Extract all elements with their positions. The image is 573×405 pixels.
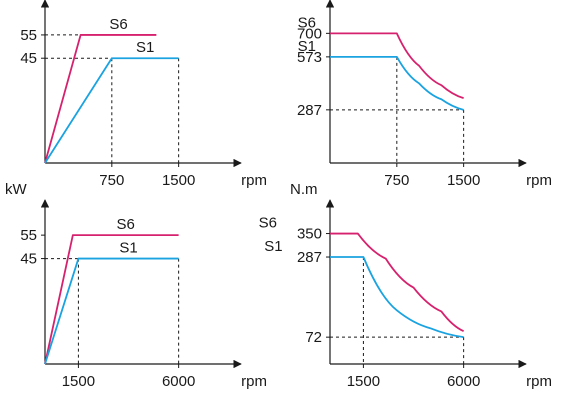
y-tick-label: 350 <box>297 226 322 243</box>
y-tick-label: 700 <box>297 25 322 42</box>
x-axis-label: rpm <box>526 373 552 390</box>
series-label-s6: S6 <box>298 14 316 31</box>
series-line-s1 <box>44 257 179 365</box>
y-tick-label: 45 <box>20 50 37 67</box>
series-label-s6: S6 <box>109 16 127 33</box>
series-label-s1: S1 <box>298 38 316 55</box>
series-line-s1 <box>44 57 179 164</box>
series-line-s6 <box>330 32 464 100</box>
series-label-s6: S6 <box>259 215 277 232</box>
series-label-s1: S1 <box>264 238 282 255</box>
series-line-s1 <box>330 256 464 339</box>
y-tick-label: 287 <box>297 249 322 266</box>
series-line-s6 <box>330 232 465 333</box>
y-tick-label: 55 <box>20 227 37 244</box>
y-tick-label: 45 <box>20 251 37 268</box>
x-tick-label: 750 <box>99 172 124 189</box>
x-tick-label: 1500 <box>347 373 380 390</box>
series-label-s6: S6 <box>117 216 135 233</box>
x-tick-label: 1500 <box>62 373 95 390</box>
x-axis-label: rpm <box>526 172 552 189</box>
x-tick-label: 1500 <box>162 172 195 189</box>
series-label-s1: S1 <box>136 39 154 56</box>
chart-panel-4: 1500 6000 72 287 350 N.m rpm S6 S1 <box>259 181 552 390</box>
series-line-s6 <box>44 234 179 365</box>
y-axis-label: N.m <box>290 181 318 198</box>
x-tick-label: 1500 <box>447 172 480 189</box>
series-label-s1: S1 <box>119 240 137 257</box>
x-tick-label: 750 <box>384 172 409 189</box>
series-line-s6 <box>44 34 157 164</box>
x-tick-label: 6000 <box>162 373 195 390</box>
chart-panel-3: 1500 6000 45 55 kW rpm S6 S1 <box>5 181 267 390</box>
x-axis-label: rpm <box>241 373 267 390</box>
y-tick-label: 573 <box>297 49 322 66</box>
series-line-s1 <box>330 55 464 111</box>
chart-panel-1: 75015004555kWrpmS6S1 <box>20 0 267 189</box>
x-tick-label: 6000 <box>447 373 480 390</box>
y-axis-label: kW <box>5 181 28 198</box>
y-tick-label: 55 <box>20 27 37 44</box>
x-axis-label: rpm <box>241 172 267 189</box>
y-tick-label: 72 <box>305 329 322 346</box>
y-tick-label: 287 <box>297 102 322 119</box>
